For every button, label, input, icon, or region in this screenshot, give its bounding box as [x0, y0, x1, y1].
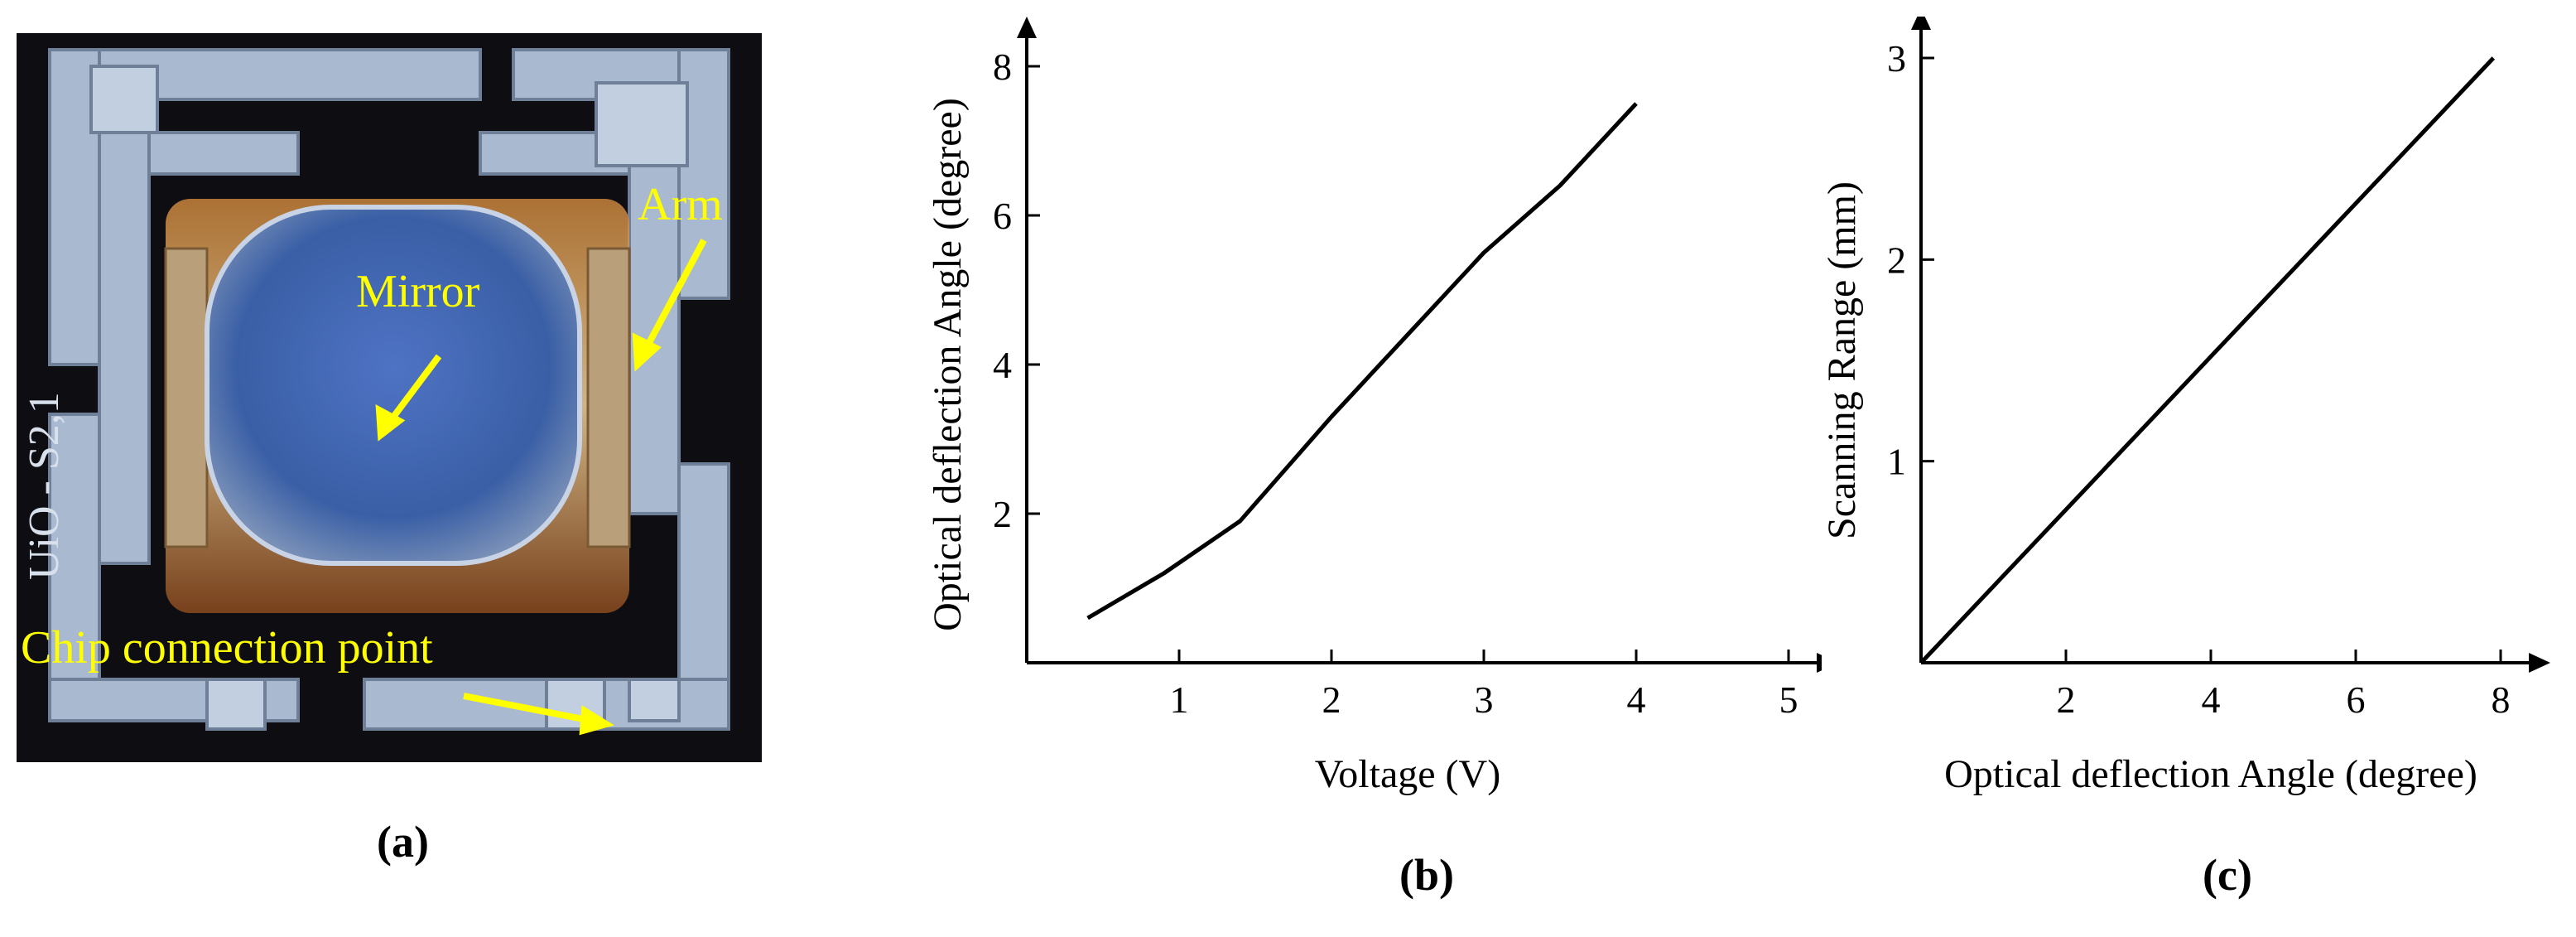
- x-tick-label: 4: [1627, 679, 1646, 721]
- x-axis-label: Optical deflection Angle (degree): [1944, 752, 2477, 796]
- x-tick-label: 2: [2057, 679, 2076, 721]
- chip-photo-panel: UiO - S2,1 Mirror Arm Chip connection po…: [17, 33, 762, 762]
- y-tick-label: 1: [1887, 441, 1906, 483]
- mirror-arrow: [386, 354, 442, 425]
- arm-arrowhead: [632, 332, 662, 372]
- y-tick-label: 2: [1887, 239, 1906, 281]
- annotation-arrows: [375, 239, 707, 736]
- chip-frame: [48, 48, 730, 731]
- y-tick-label: 3: [1887, 37, 1906, 80]
- arm-left: [164, 247, 209, 548]
- y-axis-label: Scanning Range (mm): [1820, 181, 1864, 539]
- y-axis-label: Optical deflection Angle (degree): [926, 98, 970, 631]
- panel-a-label: (a): [377, 817, 429, 867]
- chip-arrowhead: [579, 705, 614, 736]
- series-line: [1086, 102, 1638, 621]
- chip-connection-label: Chip connection point: [21, 622, 433, 674]
- x-tick-label: 4: [2202, 679, 2221, 721]
- x-axis-arrowhead: [1817, 653, 1822, 673]
- chip-arrow: [463, 693, 593, 724]
- y-axis-arrowhead: [1911, 17, 1931, 30]
- x-tick-label: 3: [1475, 679, 1494, 721]
- x-tick-label: 1: [1170, 679, 1189, 721]
- arm-right: [586, 247, 631, 548]
- y-axis-arrowhead: [1017, 17, 1037, 38]
- series-line: [1919, 56, 2496, 664]
- y-tick-label: 6: [993, 195, 1012, 237]
- chart-voltage-deflection: 1 2 3 4 5 2 4 6 8 Voltage (V) Optical deflection A…: [926, 17, 1822, 796]
- y-tick-label: 8: [993, 46, 1012, 88]
- mirror: [205, 205, 582, 566]
- panel-c-label: (c): [2203, 850, 2252, 900]
- x-axis-label: Voltage (V): [1315, 752, 1500, 796]
- y-tick-label: 4: [993, 344, 1012, 386]
- y-tick-label: 2: [993, 493, 1012, 535]
- arm-label: Arm: [638, 179, 723, 230]
- x-tick-label: 5: [1779, 679, 1798, 721]
- x-tick-label: 8: [2492, 679, 2511, 721]
- chip-id-text: UiO - S2,1: [21, 392, 68, 580]
- chip-photo: UiO - S2,1 Mirror Arm Chip connection po…: [17, 33, 762, 762]
- mirror-label: Mirror: [356, 266, 480, 317]
- panel-b-label: (b): [1399, 850, 1454, 900]
- x-tick-label: 2: [1322, 679, 1341, 721]
- arm-arrow: [641, 239, 707, 354]
- chart-deflection-scanning: 2 4 6 8 1 2 3 Optical deflection Angle (degree)…: [1820, 17, 2550, 796]
- mirror-arrowhead: [375, 404, 406, 442]
- x-axis-arrowhead: [2529, 653, 2550, 673]
- x-tick-label: 6: [2347, 679, 2366, 721]
